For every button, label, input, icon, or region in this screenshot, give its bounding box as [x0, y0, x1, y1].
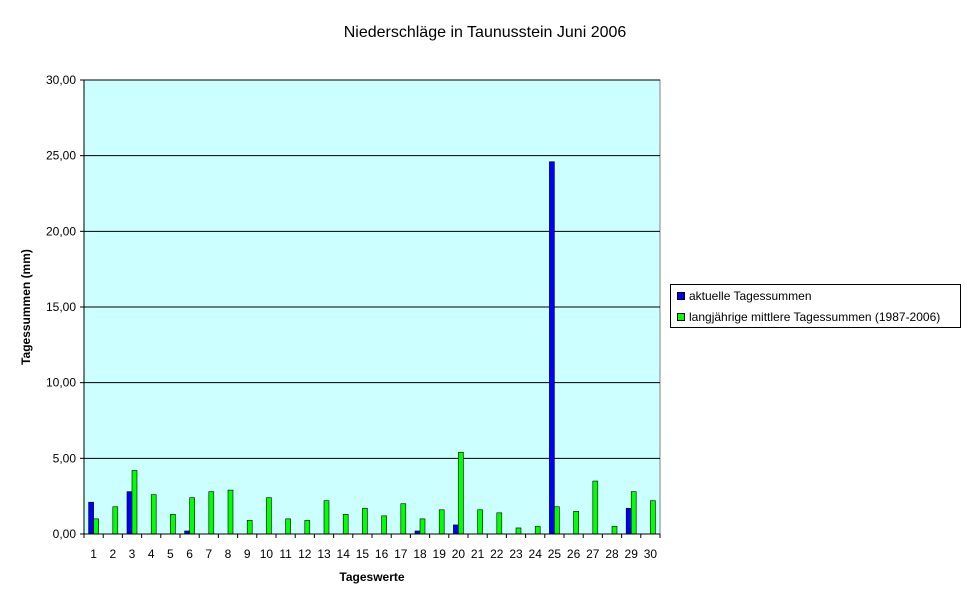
- x-tick-label: 1: [90, 547, 97, 561]
- y-tick-label: 10,00: [46, 376, 76, 390]
- x-tick-label: 6: [186, 547, 193, 561]
- bar-longterm: [266, 497, 272, 535]
- x-tick-label: 30: [644, 547, 658, 561]
- bar-longterm: [227, 489, 234, 535]
- x-tick-label: 26: [567, 547, 581, 561]
- bar-longterm: [170, 514, 176, 535]
- x-tick-label: 25: [548, 547, 562, 561]
- legend-item-actual: aktuelle Tagessummen: [677, 288, 812, 304]
- bar-actual: [625, 507, 632, 535]
- x-tick-label: 22: [490, 547, 504, 561]
- x-tick-label: 2: [109, 547, 116, 561]
- axes: [80, 79, 661, 538]
- x-tick-label: 28: [605, 547, 619, 561]
- bar-longterm: [438, 509, 445, 535]
- legend-swatch-longterm: [677, 312, 685, 321]
- x-tick-label: 14: [337, 547, 351, 561]
- y-axis-label: Tagessummen (mm): [19, 249, 33, 365]
- bars: [88, 161, 656, 535]
- bar-actual: [453, 524, 459, 535]
- bar-longterm: [381, 515, 387, 535]
- bar-longterm: [246, 520, 253, 535]
- bar-actual: [126, 491, 133, 535]
- x-tick-label: 12: [298, 547, 312, 561]
- bar-longterm: [304, 520, 311, 535]
- bar-longterm: [400, 503, 407, 535]
- x-tick-label: 8: [225, 547, 232, 561]
- bar-longterm: [112, 506, 119, 535]
- y-tick-label: 30,00: [46, 73, 76, 87]
- bar-longterm: [573, 510, 579, 535]
- legend-swatch-actual: [677, 291, 685, 300]
- y-tick-label: 25,00: [46, 149, 76, 163]
- bar-longterm: [150, 494, 157, 535]
- x-axis-label: Tageswerte: [339, 570, 404, 584]
- bar-longterm: [592, 480, 599, 535]
- x-tick-label: 27: [586, 547, 600, 561]
- x-tick-label: 3: [129, 547, 136, 561]
- x-tick-label: 23: [509, 547, 523, 561]
- bar-longterm: [630, 491, 637, 535]
- bar-longterm: [323, 500, 330, 535]
- bar-longterm: [419, 518, 426, 535]
- x-tick-label: 24: [529, 547, 543, 561]
- y-tick-label: 5,00: [53, 451, 77, 465]
- x-tick-label: 7: [205, 547, 212, 561]
- y-tick-label: 20,00: [46, 224, 76, 238]
- bar-longterm: [93, 518, 99, 535]
- x-tick-label: 13: [317, 547, 331, 561]
- x-tick-label: 17: [394, 547, 408, 561]
- x-tick-label: 4: [148, 547, 155, 561]
- x-tick-label: 10: [260, 547, 274, 561]
- bar-longterm: [285, 518, 291, 535]
- x-tick-label: 29: [625, 547, 639, 561]
- x-tick-label: 20: [452, 547, 466, 561]
- x-tick-label: 18: [413, 547, 427, 561]
- x-tick-label: 15: [356, 547, 370, 561]
- bar-actual: [549, 161, 555, 535]
- x-tick-label: 21: [471, 547, 485, 561]
- legend-item-longterm: langjährige mittlere Tagessummen (1987-2…: [677, 309, 940, 325]
- bar-longterm: [342, 514, 349, 535]
- bar-actual: [88, 501, 94, 535]
- legend-label-longterm: langjährige mittlere Tagessummen (1987-2…: [689, 310, 941, 324]
- x-tick-label: 5: [167, 547, 174, 561]
- y-tick-label: 15,00: [46, 300, 76, 314]
- bar-longterm: [208, 491, 215, 535]
- x-tick-label: 9: [244, 547, 251, 561]
- bar-longterm: [362, 507, 368, 535]
- x-tick-label: 16: [375, 547, 389, 561]
- bar-longterm: [131, 470, 138, 535]
- bar-longterm: [554, 506, 560, 535]
- bar-longterm: [534, 526, 541, 535]
- bar-longterm: [477, 509, 483, 535]
- bar-longterm: [496, 512, 503, 535]
- x-tick-label: 19: [433, 547, 447, 561]
- x-tick-labels: 1 2 3 4 5 6 7 8 9 10 11 12 13 14 15 16 17 18 19 20 21 22 23 24 2…: [90, 547, 657, 561]
- y-tick-labels: 0,00 5,00 10,00 15,00 20,00 25,00 30,00: [46, 73, 76, 541]
- gridlines: [84, 79, 660, 459]
- legend-label-actual: aktuelle Tagessummen: [689, 289, 812, 303]
- bar-longterm: [458, 451, 464, 535]
- bar-longterm: [611, 526, 618, 535]
- chart-title: Niederschläge in Taunusstein Juni 2006: [344, 24, 627, 41]
- bar-longterm: [650, 500, 656, 535]
- bar-longterm: [515, 527, 522, 535]
- y-tick-label: 0,00: [53, 527, 77, 541]
- legend: aktuelle Tagessummen langjährige mittler…: [670, 284, 961, 328]
- bar-longterm: [189, 497, 195, 535]
- x-tick-label: 11: [279, 547, 292, 561]
